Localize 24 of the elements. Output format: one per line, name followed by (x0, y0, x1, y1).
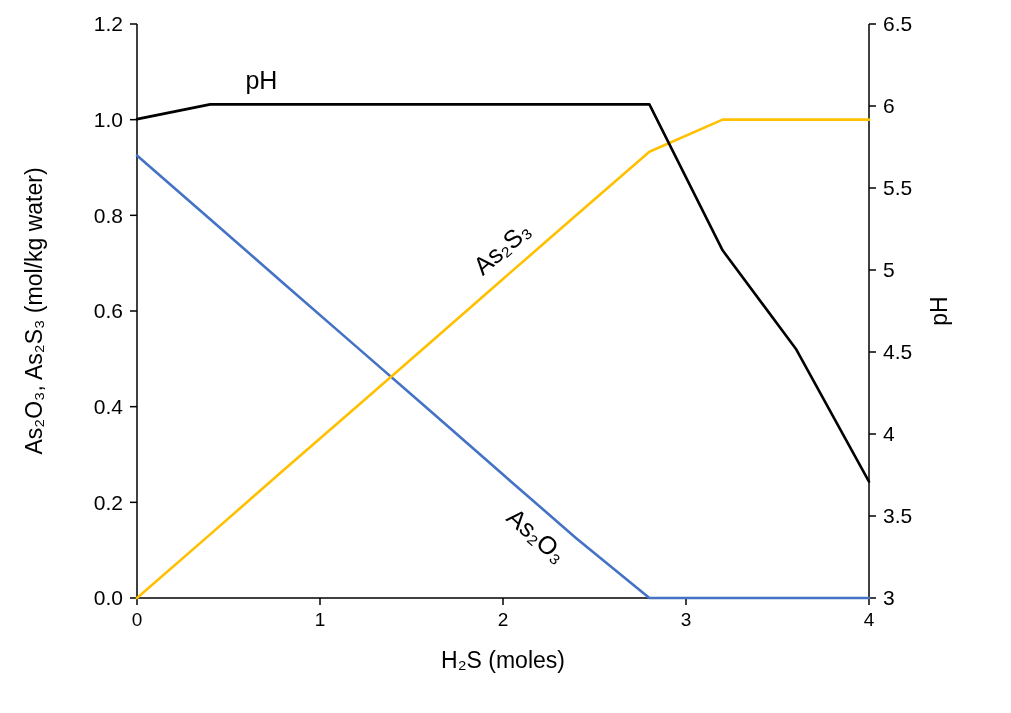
x-tick-label: 2 (497, 609, 509, 630)
x-tick-label: 4 (863, 609, 875, 630)
y-tick-label: 1.2 (93, 12, 123, 36)
y2-tick-label: 5.5 (883, 176, 913, 200)
y2-tick-label: 3.5 (883, 504, 913, 528)
y-axis-title: As₂O₃, As₂S₃ (mol/kg water) (21, 167, 47, 455)
y-tick-label: 0.2 (93, 490, 123, 514)
y2-tick-label: 4.5 (883, 340, 913, 364)
y2-tick-label: 6.5 (883, 12, 913, 36)
x-axis-title: H₂S (moles) (441, 647, 565, 673)
series-label: pH (245, 66, 278, 95)
y-tick-label: 0.8 (93, 203, 123, 227)
x-tick-label: 3 (680, 609, 692, 630)
y-tick-label: 0.0 (93, 586, 123, 610)
y-tick-label: 1.0 (93, 108, 123, 132)
y2-tick-label: 6 (883, 94, 895, 118)
y-tick-label: 0.6 (93, 299, 123, 323)
x-tick-label: 0 (131, 609, 143, 630)
x-tick-label: 1 (314, 609, 326, 630)
y2-tick-label: 3 (883, 586, 895, 610)
y2-tick-label: 4 (883, 422, 895, 446)
y2-tick-label: 5 (883, 258, 895, 282)
y-tick-label: 0.4 (93, 395, 124, 419)
y2-axis-title: pH (926, 296, 952, 326)
